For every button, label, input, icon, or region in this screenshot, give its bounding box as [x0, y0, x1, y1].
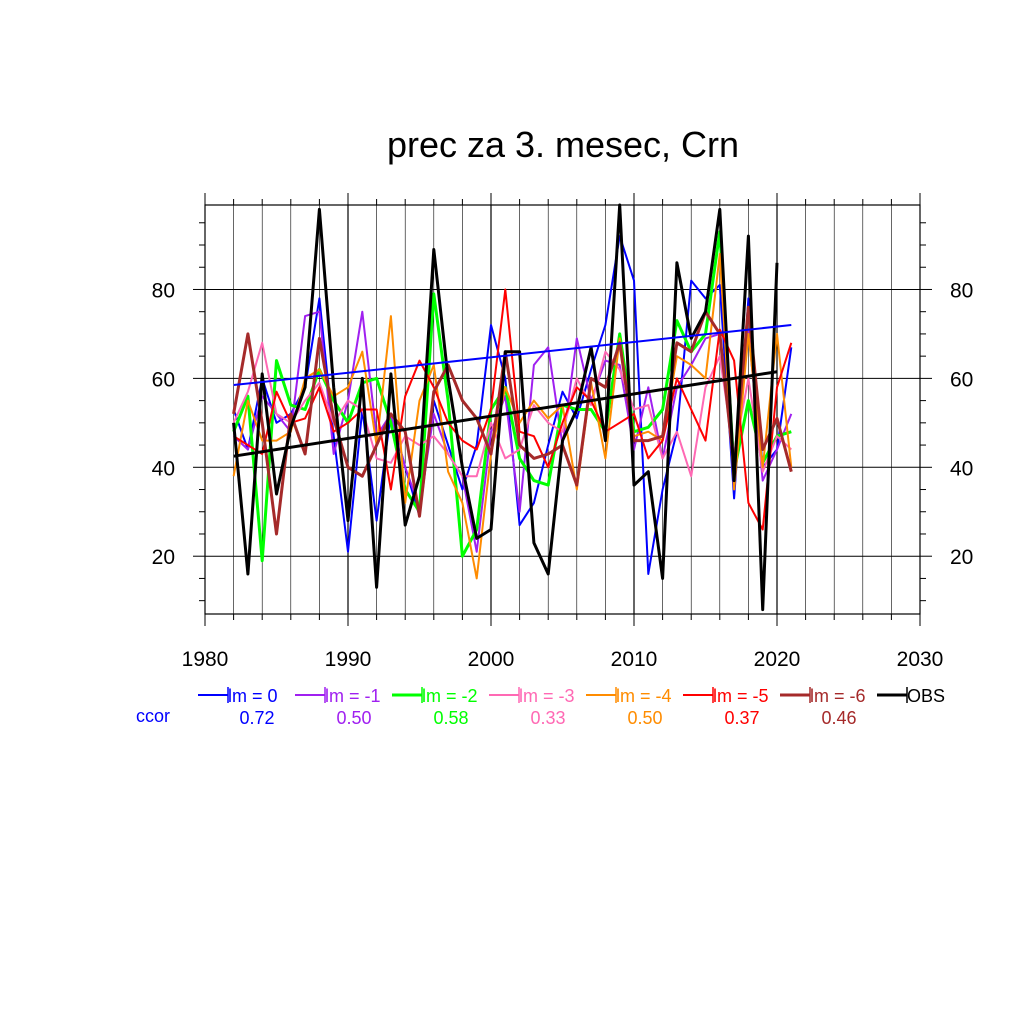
legend-label-5: lm = -5 [713, 686, 769, 706]
ccor-value-4: 0.50 [627, 708, 662, 728]
x-tick-label: 1990 [325, 648, 372, 671]
y-tick-label-left: 80 [152, 279, 175, 302]
x-tick-label: 1980 [182, 648, 229, 671]
ccor-value-5: 0.37 [724, 708, 759, 728]
x-tick-label: 2020 [754, 648, 801, 671]
chart-title: prec za 3. mesec, Crn [387, 124, 739, 165]
series-line-3 [232, 341, 792, 478]
ccor-value-3: 0.33 [530, 708, 565, 728]
ccor-value-1: 0.50 [336, 708, 371, 728]
y-tick-label-right: 40 [950, 457, 973, 480]
legend-label-7: OBS [907, 686, 945, 706]
trend-line-7 [233, 370, 778, 458]
y-tick-label-right: 60 [950, 368, 973, 391]
legend-label-2: lm = -2 [422, 686, 478, 706]
y-tick-label-left: 20 [152, 546, 175, 569]
x-tick-label: 2010 [611, 648, 658, 671]
legend-label-3: lm = -3 [519, 686, 575, 706]
ccor-value-6: 0.46 [821, 708, 856, 728]
legend-label-6: lm = -6 [810, 686, 866, 706]
y-tick-label-left: 40 [152, 457, 175, 480]
y-tick-label-left: 60 [152, 368, 175, 391]
x-tick-label: 2030 [897, 648, 944, 671]
y-tick-label-right: 20 [950, 546, 973, 569]
trend-layer [233, 324, 792, 458]
trend-line-0 [233, 324, 792, 387]
plot-frame [204, 204, 921, 615]
y-tick-label-right: 80 [950, 279, 973, 302]
ccor-value-0: 0.72 [239, 708, 274, 728]
series-line-5 [233, 288, 793, 531]
series-line-7 [232, 203, 779, 612]
x-tick-label: 2000 [468, 648, 515, 671]
legend-label-0: lm = 0 [228, 686, 278, 706]
series-layer [232, 203, 793, 612]
series-line-6 [232, 305, 793, 536]
ccor-value-2: 0.58 [433, 708, 468, 728]
legend-label-1: lm = -1 [325, 686, 381, 706]
legend-label-4: lm = -4 [616, 686, 672, 706]
ccor-label: ccor [136, 706, 170, 726]
